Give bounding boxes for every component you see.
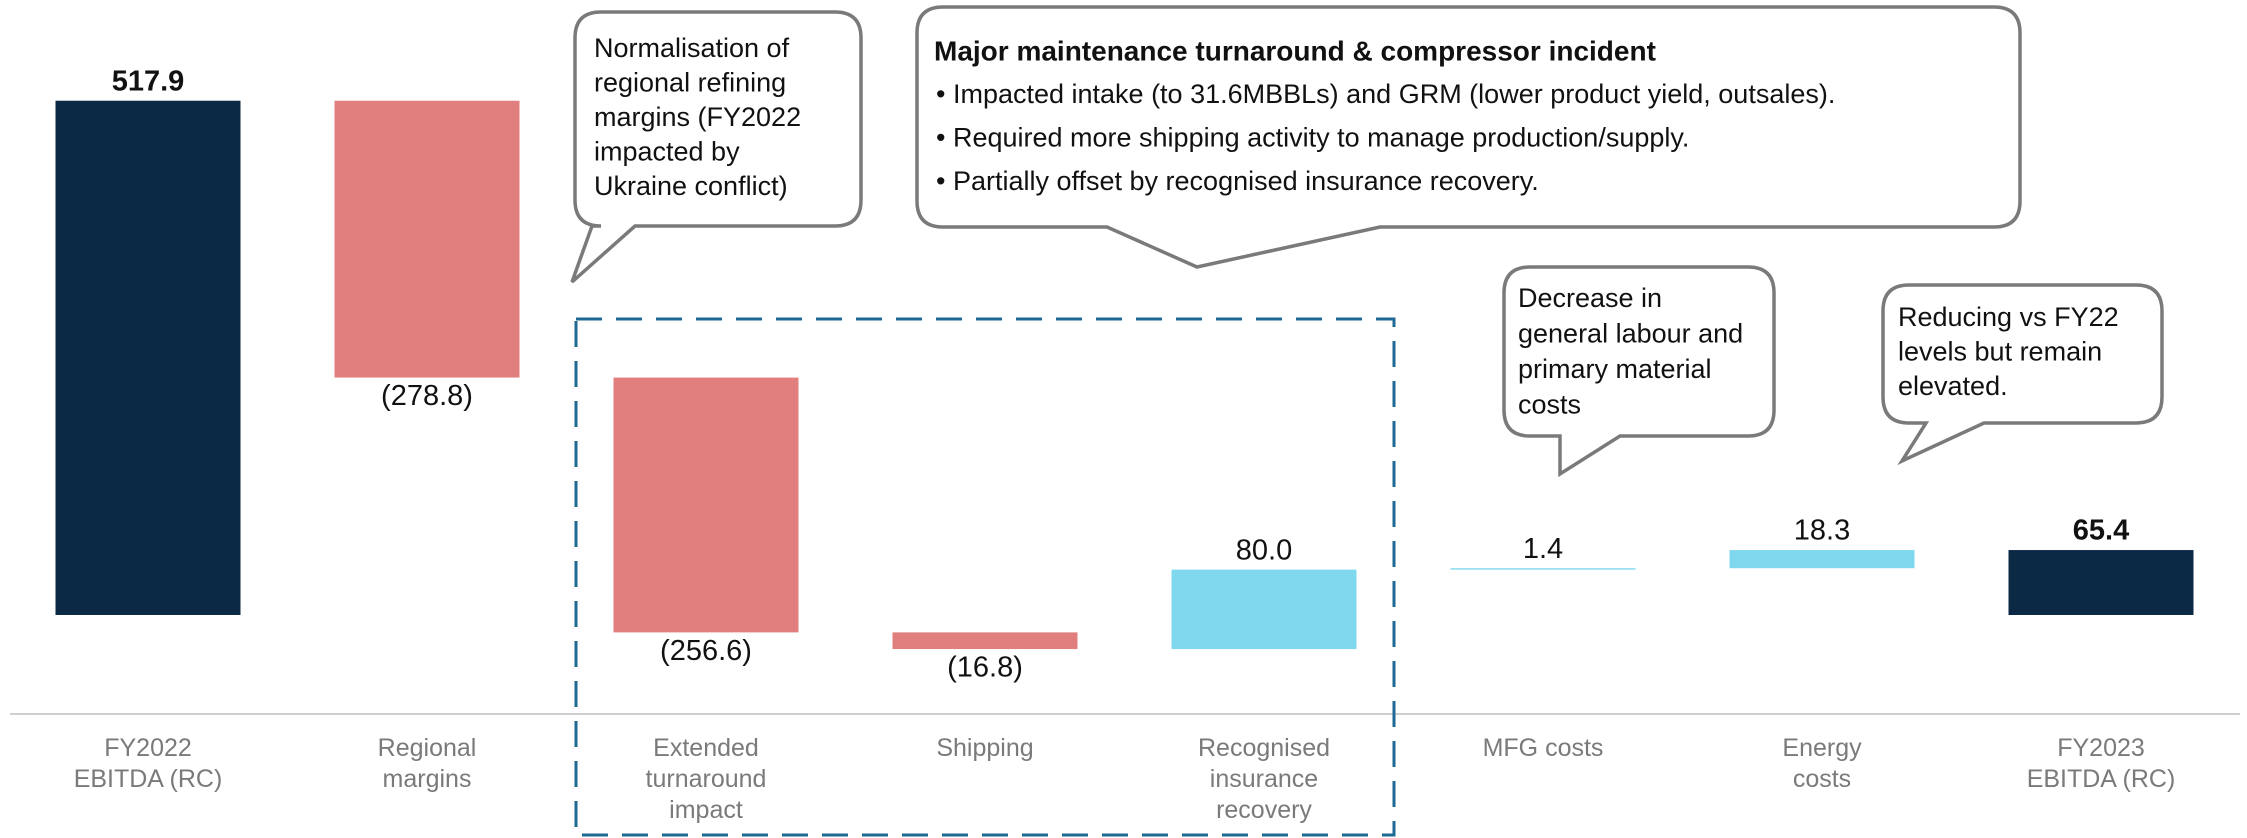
callout-text: general labour and <box>1518 319 1743 349</box>
bar <box>55 100 241 616</box>
data-label: (16.8) <box>947 652 1023 684</box>
callout-title: Major maintenance turnaround & compresso… <box>934 35 1656 66</box>
bar <box>2008 550 2194 615</box>
x-tick-label-line: margins <box>383 765 472 793</box>
x-tick-label-line: Energy <box>1782 734 1862 762</box>
x-tick-label-line: EBITDA (RC) <box>74 765 223 793</box>
x-tick-label-line: Recognised <box>1198 734 1330 762</box>
data-label: (278.8) <box>381 380 473 412</box>
bar <box>334 100 520 378</box>
highlight-box <box>574 317 1396 837</box>
x-tick-label-line: FY2023 <box>2057 734 2145 762</box>
x-tick-label: Extended turnaround impact <box>646 734 767 824</box>
x-tick-label-line: turnaround <box>646 765 767 793</box>
callout <box>1502 265 1776 478</box>
x-tick-label: Recognised insurance recovery <box>1198 734 1330 824</box>
callout-text: Reducing vs FY22 <box>1898 302 2119 332</box>
x-tick-label: Shipping <box>936 734 1033 762</box>
x-tick-label-line: costs <box>1793 765 1851 793</box>
x-tick-label: MFG costs <box>1483 734 1604 762</box>
bar <box>892 632 1078 650</box>
callout-text: primary material <box>1518 354 1712 384</box>
x-tick-label: Energy costs <box>1782 734 1862 793</box>
x-tick-label-line: Extended <box>653 734 759 762</box>
x-tick-label: FY2022 EBITDA (RC) <box>74 734 223 793</box>
x-tick-label-line: Regional <box>378 734 477 762</box>
callout-text: costs <box>1518 390 1581 420</box>
x-tick-label-line: Shipping <box>936 734 1033 762</box>
callout-text: elevated. <box>1898 371 2008 401</box>
bar <box>1729 550 1915 569</box>
x-tick-label-line: impact <box>669 796 743 824</box>
data-label: 65.4 <box>2073 515 2129 547</box>
data-label: 18.3 <box>1794 515 1850 547</box>
x-tick-label-line: MFG costs <box>1483 734 1604 762</box>
callout <box>1881 283 2164 466</box>
callout <box>915 5 2022 269</box>
callout-text: impacted by <box>594 137 740 167</box>
data-label: (256.6) <box>660 635 752 667</box>
callout-text: regional refining <box>594 68 786 98</box>
callout-text: levels but remain <box>1898 337 2102 367</box>
callout-text: • Required more shipping activity to man… <box>936 123 1689 153</box>
x-tick-label-line: EBITDA (RC) <box>2027 765 2176 793</box>
bar <box>1171 569 1357 650</box>
callout-text: Ukraine conflict) <box>594 171 788 201</box>
callout-text: • Partially offset by recognised insuran… <box>936 166 1539 196</box>
callout <box>570 10 863 284</box>
callout-text: margins (FY2022 <box>594 102 801 132</box>
data-label: 80.0 <box>1236 534 1292 566</box>
bar <box>1450 568 1636 570</box>
data-label: 517.9 <box>112 65 185 97</box>
x-tick-label: FY2023 EBITDA (RC) <box>2027 734 2176 793</box>
callout-text: • Impacted intake (to 31.6MBBLs) and GRM… <box>936 79 1835 109</box>
callout-text: Decrease in <box>1518 283 1662 313</box>
callout-text: Normalisation of <box>594 33 790 63</box>
x-tick-label-line: recovery <box>1216 796 1312 824</box>
x-tick-label-line: insurance <box>1210 765 1318 793</box>
x-tick-label-line: FY2022 <box>104 734 192 762</box>
x-tick-label: Regional margins <box>378 734 477 793</box>
data-label: 1.4 <box>1523 533 1563 565</box>
bar <box>613 377 799 633</box>
